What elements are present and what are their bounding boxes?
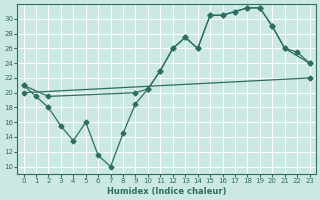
- X-axis label: Humidex (Indice chaleur): Humidex (Indice chaleur): [107, 187, 226, 196]
